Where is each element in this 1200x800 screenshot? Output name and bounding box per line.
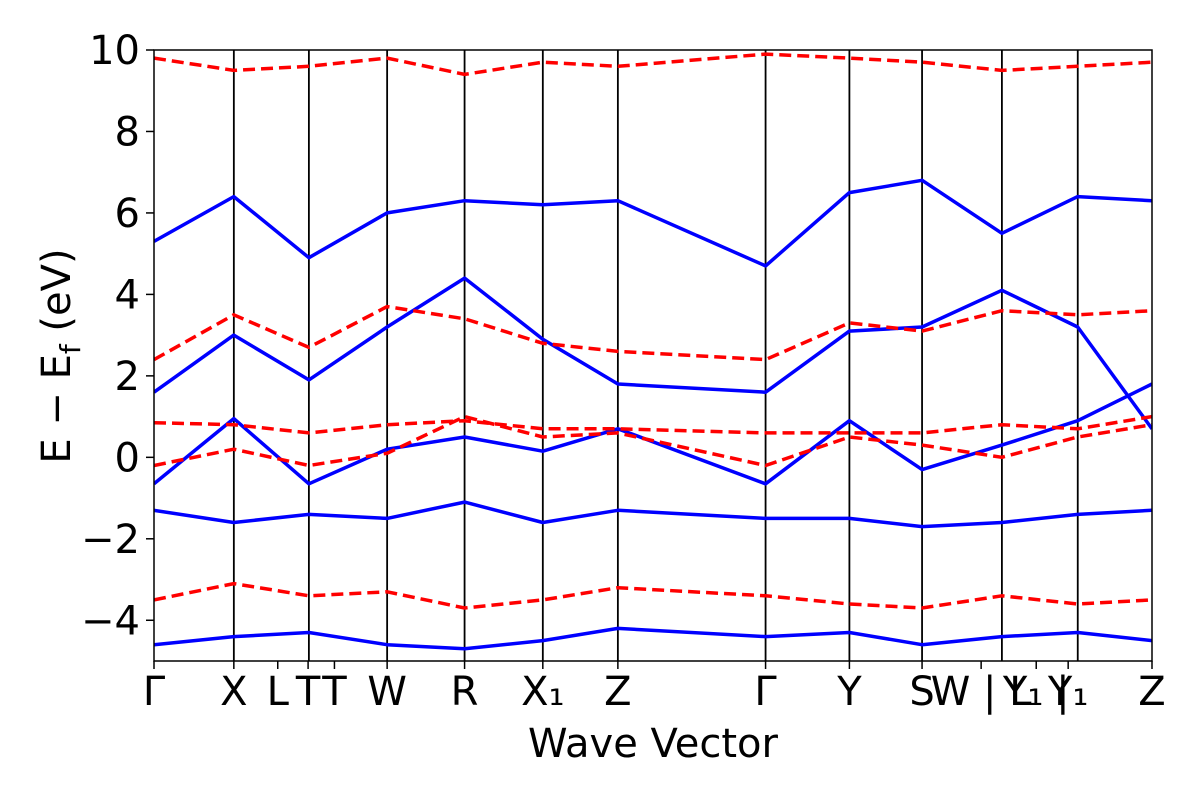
band-line-dashed	[154, 581, 1152, 610]
plot-frame	[153, 49, 1153, 662]
x-tick-label: Γ	[143, 669, 166, 715]
y-axis: −4 −2 0 2 4 6 8 10	[81, 28, 154, 644]
band-line-solid	[154, 178, 1152, 268]
band-line-solid	[154, 500, 1152, 529]
y-tick-label: 4	[115, 272, 140, 318]
plot-area	[153, 49, 1153, 662]
band-line-dashed	[154, 52, 1152, 77]
y-tick-label: −2	[81, 517, 140, 563]
x-tick-label: X₁	[521, 669, 564, 715]
x-axis: Γ X L T T W R X₁ Z Γ Y SW | LY₁ |Y₁ Z	[143, 661, 1166, 715]
y-tick-label: 6	[115, 191, 140, 237]
x-tick-label: R	[451, 669, 479, 715]
x-tick-label: L	[267, 669, 290, 715]
x-tick-label: Γ	[754, 669, 777, 715]
x-tick-label: Y₁ |	[1002, 669, 1070, 715]
x-tick-label: Z	[604, 669, 631, 715]
band-line-dashed	[154, 414, 1152, 435]
y-axis-title-unit: (eV)	[34, 248, 80, 344]
y-axis-title-main: E − E	[34, 354, 80, 464]
x-axis-title: Wave Vector	[528, 721, 779, 767]
y-tick-label: −4	[81, 598, 140, 644]
y-axis-title-sub: f	[54, 343, 87, 354]
x-tick-label: Z	[1138, 669, 1165, 715]
vertical-lines-layer	[232, 50, 1079, 661]
band-line-solid	[154, 276, 1152, 430]
x-tick-label: X	[220, 669, 247, 715]
band-line-dashed	[154, 304, 1152, 362]
x-tick-label: Y	[836, 669, 862, 715]
x-tick-label: S	[909, 669, 934, 715]
y-tick-label: 0	[115, 435, 140, 481]
band-line-dashed	[154, 414, 1152, 468]
y-tick-label: 10	[89, 28, 140, 74]
band-line-solid	[154, 626, 1152, 651]
x-tick-label: T	[295, 669, 321, 715]
x-tick-label: W	[367, 669, 407, 715]
y-axis-title: E − Ef (eV)	[34, 248, 87, 463]
y-tick-label: 2	[115, 354, 140, 400]
x-tick-label: Y₁	[1047, 669, 1088, 715]
band-line-solid	[154, 382, 1152, 486]
x-tick-label: T	[321, 669, 347, 715]
y-tick-label: 8	[115, 109, 140, 155]
series-layer	[154, 52, 1152, 651]
x-tick-label: W | L	[931, 669, 1032, 715]
